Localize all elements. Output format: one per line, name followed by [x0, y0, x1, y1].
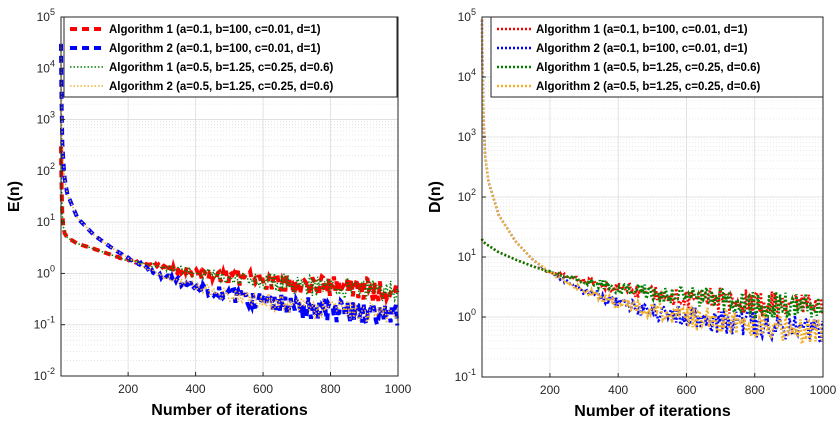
x-axis-label: Number of iterations	[574, 403, 731, 420]
y-tick-label: 100	[458, 307, 476, 324]
y-axis-label: D(n)	[427, 181, 444, 213]
x-tick-label: 1000	[385, 382, 412, 396]
x-tick-label: 800	[745, 383, 765, 397]
y-tick-label: 104	[458, 67, 476, 84]
legend-box	[490, 16, 824, 98]
x-tick-label: 400	[608, 383, 628, 397]
y-tick-label: 104	[37, 58, 55, 75]
y-tick-label: 10-1	[455, 367, 476, 384]
right-chart-panel: 200 400 600 800 1000 10-1 100 101 102 103 104 105 Nu…	[427, 7, 837, 420]
legend-entry: Algorithm 2 (a=0.1, b=100, c=0.01, d=1)	[109, 43, 321, 55]
left-chart-panel: 200 400 600 800 1000 10-2 10-1 100 101 102 103 104 1…	[6, 7, 412, 419]
series-line-4	[480, 19, 824, 345]
y-tick-label: 105	[458, 7, 476, 24]
legend-entry: Algorithm 1 (a=0.1, b=100, c=0.01, d=1)	[109, 24, 321, 36]
y-tick-label: 102	[458, 187, 476, 204]
y-tick-label: 101	[458, 247, 476, 264]
y-tick-label: 10-2	[34, 366, 55, 383]
y-axis-label: E(n)	[6, 181, 23, 212]
x-tick-label: 600	[676, 383, 696, 397]
legend: Algorithm 1 (a=0.1, b=100, c=0.01, d=1) A…	[63, 16, 398, 98]
legend-entry: Algorithm 2 (a=0.5, b=1.25, c=0.25, d=0.…	[536, 81, 761, 93]
legend-entry: Algorithm 1 (a=0.5, b=1.25, c=0.25, d=0.…	[109, 62, 334, 74]
legend: Algorithm 1 (a=0.1, b=100, c=0.01, d=1) A…	[490, 16, 824, 98]
x-axis-label: Number of iterations	[151, 402, 308, 419]
y-tick-label: 100	[37, 263, 55, 280]
legend-entry: Algorithm 2 (a=0.1, b=100, c=0.01, d=1)	[536, 43, 748, 55]
y-tick-label: 103	[458, 127, 476, 144]
y-tick-label: 102	[37, 161, 55, 178]
y-tick-label: 103	[37, 110, 55, 127]
series-line-2	[59, 43, 400, 333]
legend-box	[63, 16, 398, 98]
y-tick-label: 10-1	[34, 315, 55, 332]
series-line-3	[60, 146, 399, 303]
y-tick-label: 105	[37, 7, 55, 24]
legend-entry: Algorithm 1 (a=0.1, b=100, c=0.01, d=1)	[536, 24, 748, 36]
series-group	[480, 19, 824, 346]
y-tick-label: 101	[37, 212, 55, 229]
x-tick-label: 800	[321, 382, 341, 396]
x-tick-label: 200	[118, 382, 138, 396]
x-tick-label: 200	[540, 383, 560, 397]
series-line-3	[480, 238, 824, 321]
legend-entry: Algorithm 2 (a=0.5, b=1.25, c=0.25, d=0.…	[109, 81, 334, 93]
legend-entry: Algorithm 1 (a=0.5, b=1.25, c=0.25, d=0.…	[536, 62, 761, 74]
series-group	[59, 43, 400, 333]
series-line-1	[59, 146, 400, 307]
x-tick-label: 600	[253, 382, 273, 396]
series-line-1	[480, 238, 824, 319]
x-tick-label: 400	[186, 382, 206, 396]
x-tick-label: 1000	[810, 383, 837, 397]
